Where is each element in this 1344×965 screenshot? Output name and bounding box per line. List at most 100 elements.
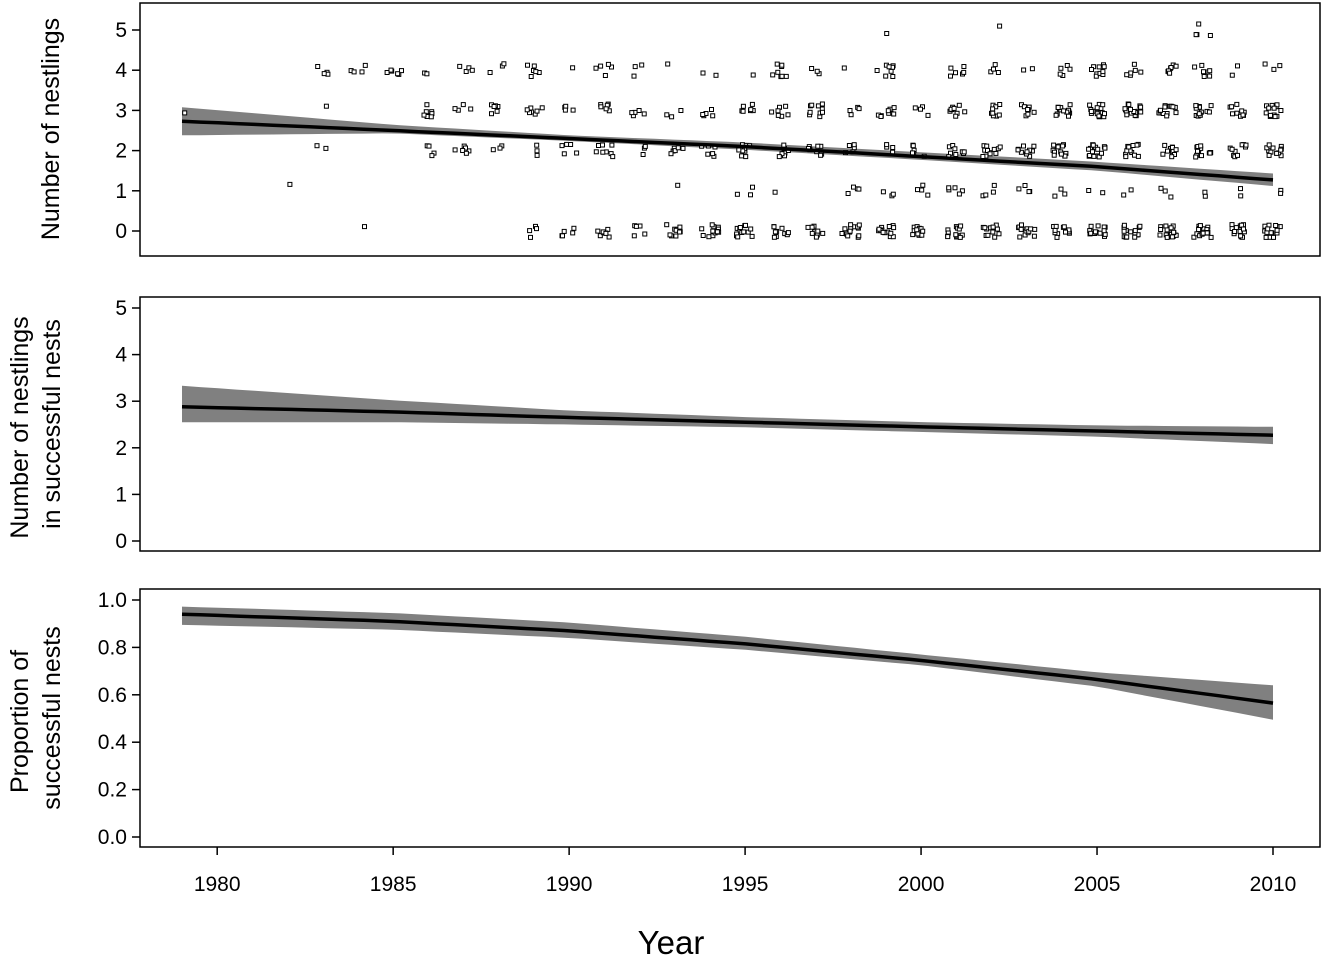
data-point <box>876 226 882 232</box>
data-point <box>1207 150 1213 156</box>
data-point <box>1094 105 1100 111</box>
data-point <box>1093 73 1099 79</box>
data-point <box>182 110 188 116</box>
data-point <box>888 68 894 74</box>
data-point <box>1055 105 1061 110</box>
data-point <box>1262 61 1268 67</box>
y-tick-label: 0 <box>115 530 127 553</box>
data-point <box>1063 229 1068 235</box>
data-point <box>1054 234 1060 240</box>
data-point <box>819 101 825 107</box>
data-point <box>593 65 599 71</box>
data-point <box>501 61 507 67</box>
data-point <box>1271 234 1276 240</box>
data-point <box>1025 111 1031 117</box>
data-point <box>1022 183 1028 188</box>
data-point <box>1058 65 1064 71</box>
data-point <box>596 143 601 148</box>
data-point <box>961 64 967 69</box>
data-point <box>735 234 741 240</box>
data-point <box>426 143 432 149</box>
data-point <box>891 105 897 111</box>
data-point <box>958 223 964 229</box>
data-point <box>1060 143 1066 149</box>
data-point <box>1031 233 1037 239</box>
data-point <box>571 225 577 231</box>
data-point <box>750 184 755 190</box>
data-point <box>915 231 921 237</box>
data-point <box>1278 190 1284 196</box>
data-point <box>1101 64 1107 70</box>
data-point <box>388 67 394 73</box>
data-point <box>994 226 1000 232</box>
data-point <box>680 145 686 151</box>
data-point <box>775 112 781 118</box>
data-point <box>539 105 545 111</box>
data-point <box>1102 145 1108 151</box>
data-point <box>1099 150 1104 156</box>
data-point <box>997 23 1003 29</box>
data-point <box>1278 147 1284 153</box>
data-point <box>914 227 920 233</box>
fit-line <box>181 405 1274 437</box>
data-point <box>915 187 920 193</box>
data-point <box>494 108 500 114</box>
data-point <box>749 101 755 107</box>
data-point <box>956 102 962 108</box>
plot-frame <box>139 2 1321 257</box>
data-point <box>1121 228 1127 234</box>
data-point <box>980 154 986 159</box>
data-point <box>848 222 854 228</box>
data-point <box>912 105 918 111</box>
x-axis-title: Year <box>638 924 705 960</box>
data-point <box>1158 185 1164 191</box>
data-point <box>609 64 614 70</box>
data-point <box>533 69 539 75</box>
data-point <box>287 181 293 187</box>
data-point <box>1101 228 1107 234</box>
data-point <box>534 148 540 154</box>
x-tick-label: 1990 <box>546 873 593 896</box>
data-point <box>748 226 754 232</box>
data-point <box>740 108 746 114</box>
data-point <box>856 106 862 112</box>
data-point <box>1173 147 1179 153</box>
y-tick-label: 0.8 <box>98 636 127 659</box>
data-point <box>1167 70 1173 76</box>
data-point <box>1229 104 1235 110</box>
data-point <box>1132 228 1138 234</box>
data-point <box>1201 69 1206 75</box>
data-point <box>490 147 496 153</box>
data-point <box>993 150 999 156</box>
data-point <box>1206 109 1212 115</box>
data-point <box>890 74 896 79</box>
data-point <box>1262 223 1268 229</box>
data-point <box>600 142 605 148</box>
data-point <box>1277 63 1283 69</box>
data-point <box>779 62 785 68</box>
data-point <box>743 154 749 160</box>
data-point <box>534 108 540 114</box>
data-point <box>323 145 329 151</box>
data-point <box>491 104 497 109</box>
y-tick-label: 0.4 <box>98 731 128 754</box>
data-point <box>1240 112 1246 118</box>
data-point <box>995 70 1001 75</box>
data-point <box>997 144 1003 150</box>
data-point <box>675 145 681 151</box>
data-point <box>1170 104 1176 110</box>
data-point <box>528 74 534 79</box>
data-point <box>359 69 365 75</box>
data-point <box>1173 63 1179 69</box>
data-point <box>815 103 821 109</box>
data-point <box>1241 226 1246 232</box>
data-point <box>1207 73 1213 79</box>
data-point <box>883 73 889 79</box>
data-point <box>750 72 756 78</box>
data-point <box>1066 113 1071 119</box>
data-point <box>1031 109 1037 115</box>
data-point <box>568 142 574 147</box>
data-point <box>1051 152 1057 158</box>
data-point <box>636 108 642 113</box>
